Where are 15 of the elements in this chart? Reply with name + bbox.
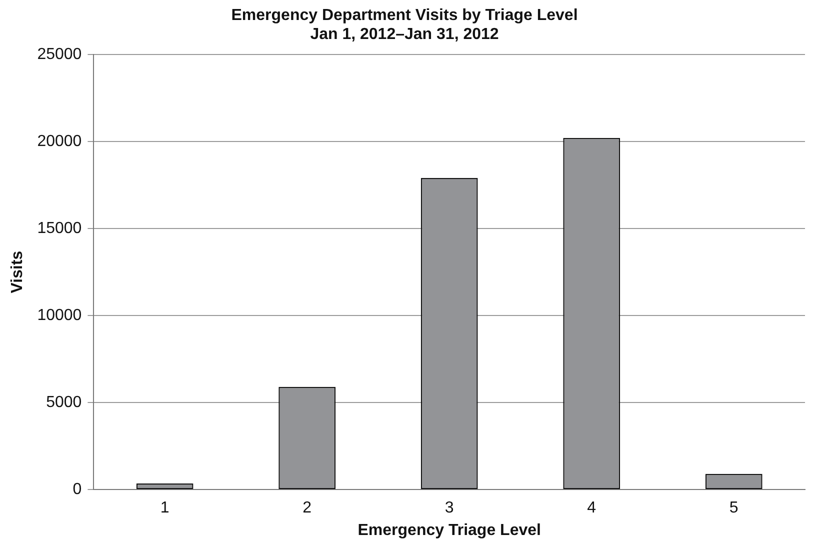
x-tick-label: 1 bbox=[160, 500, 170, 517]
y-tick-label: 25000 bbox=[37, 46, 82, 63]
x-axis-title: Emergency Triage Level bbox=[358, 522, 541, 539]
y-tick-label: 0 bbox=[72, 481, 82, 498]
y-tick-label: 20000 bbox=[37, 132, 82, 150]
x-tick-label: 3 bbox=[444, 500, 454, 517]
chart-title: Emergency Department Visits by Triage Level bbox=[231, 7, 578, 24]
y-tick-label: 10000 bbox=[37, 306, 82, 324]
chart-subtitle: Jan 1, 2012–Jan 31, 2012 bbox=[310, 26, 499, 44]
x-tick-label: 4 bbox=[587, 500, 596, 517]
x-tick-label: 2 bbox=[302, 500, 312, 517]
y-axis-title: Visits bbox=[9, 250, 26, 294]
y-tick-label: 15000 bbox=[37, 220, 82, 237]
y-tick-label: 5000 bbox=[46, 394, 82, 411]
x-tick-label: 5 bbox=[729, 500, 738, 517]
